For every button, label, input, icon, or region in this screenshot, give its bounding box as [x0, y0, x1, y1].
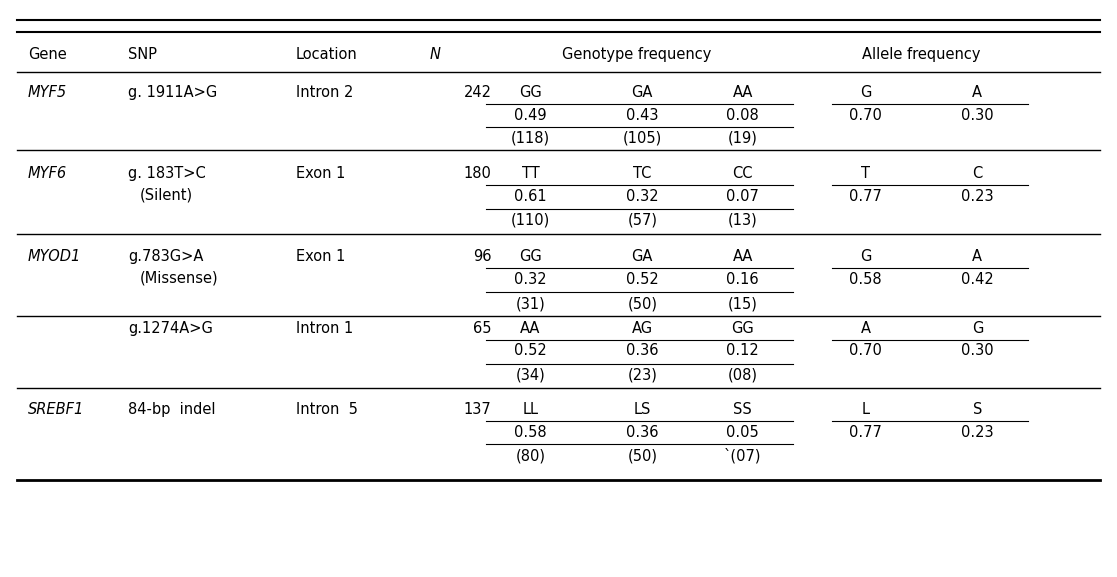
Text: Genotype frequency: Genotype frequency [562, 47, 712, 62]
Text: (15): (15) [728, 296, 757, 311]
Text: SS: SS [734, 402, 752, 417]
Text: SNP: SNP [128, 47, 157, 62]
Text: LS: LS [633, 402, 651, 417]
Text: Exon 1: Exon 1 [296, 166, 345, 181]
Text: A: A [973, 85, 982, 100]
Text: 0.43: 0.43 [626, 108, 659, 123]
Text: 0.16: 0.16 [726, 272, 760, 287]
Text: G: G [860, 85, 871, 100]
Text: (118): (118) [510, 131, 551, 146]
Text: GG: GG [519, 85, 542, 100]
Text: 242: 242 [464, 85, 491, 100]
Text: Location: Location [296, 47, 357, 62]
Text: Allele frequency: Allele frequency [862, 47, 981, 62]
Text: 0.49: 0.49 [514, 108, 547, 123]
Text: 0.52: 0.52 [626, 272, 659, 287]
Text: 0.77: 0.77 [849, 425, 882, 440]
Text: Intron  5: Intron 5 [296, 402, 357, 417]
Text: G: G [972, 321, 983, 336]
Text: (50): (50) [628, 448, 657, 463]
Text: GG: GG [732, 321, 754, 336]
Text: GA: GA [631, 249, 653, 264]
Text: 0.05: 0.05 [726, 425, 760, 440]
Text: LL: LL [523, 402, 538, 417]
Text: N: N [430, 47, 441, 62]
Text: g.1274A>G: g.1274A>G [128, 321, 213, 336]
Text: A: A [973, 249, 982, 264]
Text: (31): (31) [516, 296, 545, 311]
Text: 0.30: 0.30 [961, 343, 994, 358]
Text: GA: GA [631, 85, 653, 100]
Text: Intron 1: Intron 1 [296, 321, 353, 336]
Text: (Missense): (Missense) [140, 271, 218, 286]
Text: 96: 96 [472, 249, 491, 264]
Text: 0.58: 0.58 [514, 425, 547, 440]
Text: (110): (110) [510, 213, 551, 228]
Text: (50): (50) [628, 296, 657, 311]
Text: Intron 2: Intron 2 [296, 85, 353, 100]
Text: 0.32: 0.32 [626, 189, 659, 204]
Text: (Silent): (Silent) [140, 188, 193, 203]
Text: AA: AA [733, 249, 753, 264]
Text: MYOD1: MYOD1 [28, 249, 82, 264]
Text: (57): (57) [628, 213, 657, 228]
Text: 0.07: 0.07 [726, 189, 760, 204]
Text: TT: TT [522, 166, 540, 181]
Text: 0.30: 0.30 [961, 108, 994, 123]
Text: T: T [861, 166, 870, 181]
Text: g.783G>A: g.783G>A [128, 249, 203, 264]
Text: (13): (13) [728, 213, 757, 228]
Text: L: L [861, 402, 870, 417]
Text: S: S [973, 402, 982, 417]
Text: AA: AA [733, 85, 753, 100]
Text: 84-bp  indel: 84-bp indel [128, 402, 216, 417]
Text: CC: CC [733, 166, 753, 181]
Text: A: A [861, 321, 870, 336]
Text: 0.61: 0.61 [514, 189, 547, 204]
Text: `(07): `(07) [724, 448, 762, 463]
Text: 0.12: 0.12 [726, 343, 760, 358]
Text: 0.08: 0.08 [726, 108, 760, 123]
Text: (105): (105) [622, 131, 662, 146]
Text: MYF5: MYF5 [28, 85, 67, 100]
Text: (19): (19) [728, 131, 757, 146]
Text: g. 183T>C: g. 183T>C [128, 166, 207, 181]
Text: (80): (80) [516, 448, 545, 463]
Text: 0.23: 0.23 [961, 425, 994, 440]
Text: (08): (08) [728, 368, 757, 383]
Text: 0.58: 0.58 [849, 272, 882, 287]
Text: Gene: Gene [28, 47, 67, 62]
Text: 0.42: 0.42 [961, 272, 994, 287]
Text: g. 1911A>G: g. 1911A>G [128, 85, 218, 100]
Text: AG: AG [632, 321, 652, 336]
Text: TC: TC [633, 166, 651, 181]
Text: (23): (23) [628, 368, 657, 383]
Text: 0.52: 0.52 [514, 343, 547, 358]
Text: 137: 137 [464, 402, 491, 417]
Text: 0.70: 0.70 [849, 343, 882, 358]
Text: 180: 180 [464, 166, 491, 181]
Text: 0.36: 0.36 [626, 343, 659, 358]
Text: C: C [972, 166, 983, 181]
Text: 0.36: 0.36 [626, 425, 659, 440]
Text: 0.32: 0.32 [514, 272, 547, 287]
Text: AA: AA [521, 321, 541, 336]
Text: G: G [860, 249, 871, 264]
Text: MYF6: MYF6 [28, 166, 67, 181]
Text: (34): (34) [516, 368, 545, 383]
Text: 0.23: 0.23 [961, 189, 994, 204]
Text: GG: GG [519, 249, 542, 264]
Text: SREBF1: SREBF1 [28, 402, 84, 417]
Text: 0.77: 0.77 [849, 189, 882, 204]
Text: Exon 1: Exon 1 [296, 249, 345, 264]
Text: 65: 65 [472, 321, 491, 336]
Text: 0.70: 0.70 [849, 108, 882, 123]
